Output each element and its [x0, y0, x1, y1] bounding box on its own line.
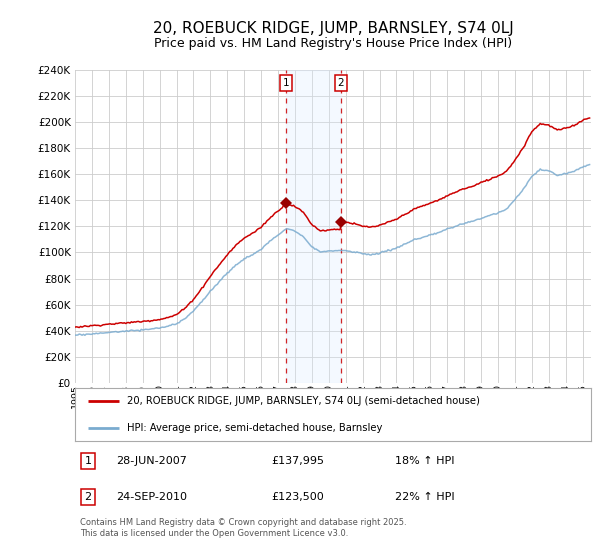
Text: 18% ↑ HPI: 18% ↑ HPI — [395, 456, 454, 465]
Text: 24-SEP-2010: 24-SEP-2010 — [116, 492, 187, 502]
Text: HPI: Average price, semi-detached house, Barnsley: HPI: Average price, semi-detached house,… — [127, 423, 382, 432]
Text: Price paid vs. HM Land Registry's House Price Index (HPI): Price paid vs. HM Land Registry's House … — [154, 37, 512, 50]
Text: 22% ↑ HPI: 22% ↑ HPI — [395, 492, 455, 502]
Text: 1: 1 — [283, 78, 290, 88]
Text: 2: 2 — [85, 492, 91, 502]
Text: 20, ROEBUCK RIDGE, JUMP, BARNSLEY, S74 0LJ: 20, ROEBUCK RIDGE, JUMP, BARNSLEY, S74 0… — [152, 21, 514, 35]
Text: 2: 2 — [338, 78, 344, 88]
Text: Contains HM Land Registry data © Crown copyright and database right 2025.
This d: Contains HM Land Registry data © Crown c… — [80, 519, 407, 538]
Text: £123,500: £123,500 — [271, 492, 324, 502]
Text: 28-JUN-2007: 28-JUN-2007 — [116, 456, 187, 465]
Text: £137,995: £137,995 — [271, 456, 324, 465]
Text: 20, ROEBUCK RIDGE, JUMP, BARNSLEY, S74 0LJ (semi-detached house): 20, ROEBUCK RIDGE, JUMP, BARNSLEY, S74 0… — [127, 396, 479, 407]
Text: 1: 1 — [85, 456, 91, 465]
Bar — [286, 70, 341, 382]
